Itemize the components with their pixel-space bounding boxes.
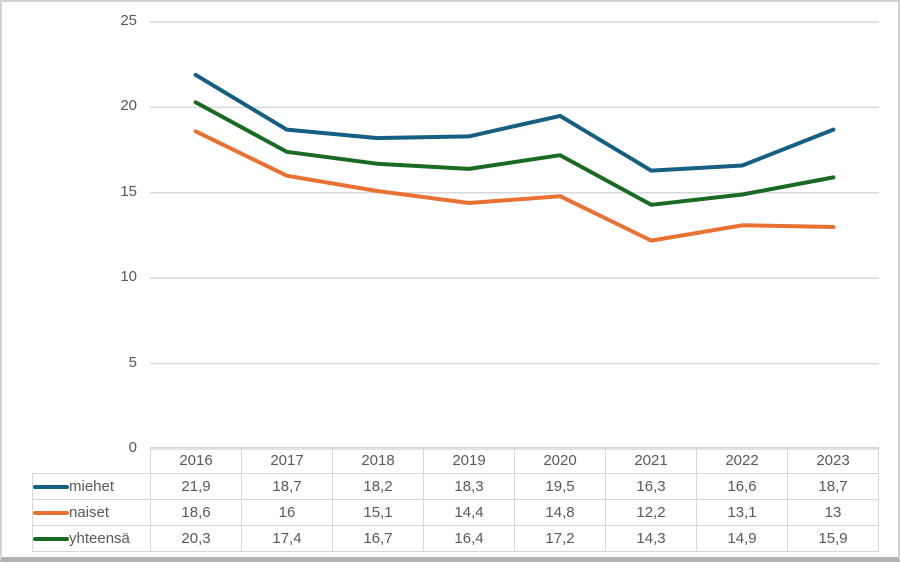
table-cell: 20,3 [150, 525, 242, 552]
y-axis-tick-label: 20 [120, 97, 137, 115]
table-cell: 18,7 [787, 473, 879, 500]
table-cell: 18,3 [423, 473, 515, 500]
table-cell: 17,2 [514, 525, 606, 552]
legend-label-yhteensa: yhteensä [69, 530, 130, 547]
year-header: 2018 [332, 447, 424, 474]
legend-label-miehet: miehet [69, 478, 115, 495]
table-cell: 14,3 [605, 525, 697, 552]
table-cell: 16 [241, 499, 333, 526]
table-cell: 12,2 [605, 499, 697, 526]
table-cell: 18,7 [241, 473, 333, 500]
year-header: 2019 [423, 447, 515, 474]
table-cell: 15,9 [787, 525, 879, 552]
legend-item-miehet: miehet [32, 473, 151, 500]
miehet-line-swatch-icon [33, 484, 69, 489]
table-cell: 14,4 [423, 499, 515, 526]
table-row-yhteensa: yhteensä 20,3 17,4 16,7 16,4 17,2 14,3 1… [32, 525, 879, 552]
table-cell: 16,4 [423, 525, 515, 552]
table-cell: 18,6 [150, 499, 242, 526]
series-line-miehet [193, 72, 836, 173]
table-cell: 18,2 [332, 473, 424, 500]
y-axis-tick-label: 10 [120, 268, 137, 286]
y-axis-tick-label: 0 [128, 439, 137, 456]
year-header: 2022 [696, 447, 788, 474]
legend-label-naiset: naiset [69, 504, 110, 521]
naiset-line-swatch-icon [33, 510, 69, 515]
y-axis-tick-label: 25 [120, 12, 137, 29]
table-cell: 16,3 [605, 473, 697, 500]
legend-item-naiset: naiset [32, 499, 151, 526]
legend-item-yhteensa: yhteensä [32, 525, 151, 552]
table-row-naiset: naiset 18,6 16 15,1 14,4 14,8 12,2 13,1 … [32, 499, 879, 526]
table-header-row: 2016 2017 2018 2019 2020 2021 2022 2023 [33, 447, 879, 474]
table-cell: 21,9 [150, 473, 242, 500]
table-cell: 13,1 [696, 499, 788, 526]
year-header: 2017 [241, 447, 333, 474]
table-cell: 19,5 [514, 473, 606, 500]
table-row-miehet: miehet 21,9 18,7 18,2 18,3 19,5 16,3 16,… [32, 473, 879, 500]
series-line-yhteensä [193, 100, 836, 207]
year-header: 2023 [787, 447, 879, 474]
table-cell: 13 [787, 499, 879, 526]
table-cell: 17,4 [241, 525, 333, 552]
year-header: 2020 [514, 447, 606, 474]
y-axis-tick-label: 15 [120, 182, 137, 200]
yhteensa-line-swatch-icon [33, 536, 69, 541]
year-header: 2016 [150, 447, 242, 474]
series-line-naiset [193, 129, 836, 243]
table-cell: 16,6 [696, 473, 788, 500]
y-axis-tick-label: 5 [128, 353, 137, 371]
data-table: 2016 2017 2018 2019 2020 2021 2022 2023 … [32, 447, 879, 552]
table-cell: 14,8 [514, 499, 606, 526]
table-corner-cell [33, 448, 151, 474]
table-cell: 14,9 [696, 525, 788, 552]
table-cell: 15,1 [332, 499, 424, 526]
table-cell: 16,7 [332, 525, 424, 552]
year-header: 2021 [605, 447, 697, 474]
line-chart-plot-area [150, 21, 879, 450]
